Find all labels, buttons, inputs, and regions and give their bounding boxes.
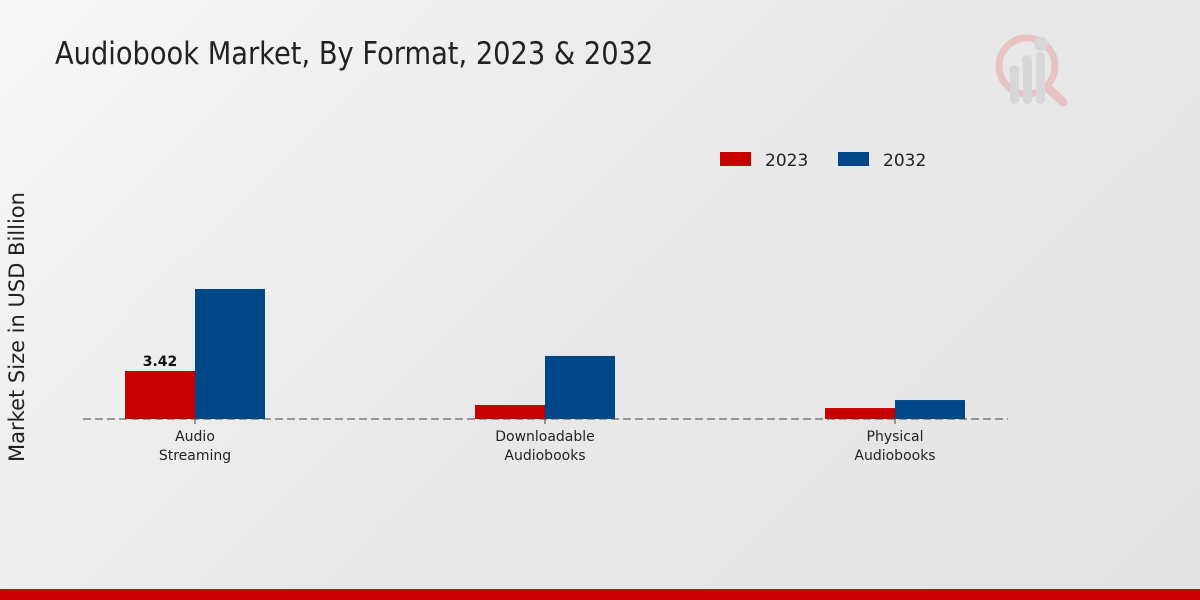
bar-2023-1: [475, 404, 545, 419]
bar-2032-0: [195, 288, 265, 419]
x-tick-label: Downloadable: [495, 429, 595, 445]
x-tick-label: Streaming: [159, 448, 231, 464]
bar-2023-0: [125, 370, 195, 419]
legend-swatch-2023: [720, 152, 751, 166]
x-tick-label: Audio: [175, 429, 215, 445]
bar-2032-2: [895, 400, 965, 419]
x-tick-label: Audiobooks: [854, 448, 935, 464]
logo-icon: [995, 34, 1068, 107]
data-label: 3.42: [143, 354, 178, 370]
x-tick-label: Physical: [867, 429, 924, 445]
footer-bar: [0, 589, 1200, 600]
bar-2032-1: [545, 355, 615, 419]
legend-swatch-2032: [838, 152, 869, 166]
chart-title: Audiobook Market, By Format, 2023 & 2032: [55, 36, 654, 72]
legend-label-2032: 2032: [883, 151, 926, 171]
bar-2023-2: [825, 408, 895, 419]
x-tick-label: Audiobooks: [504, 448, 585, 464]
legend-label-2023: 2023: [765, 151, 808, 171]
